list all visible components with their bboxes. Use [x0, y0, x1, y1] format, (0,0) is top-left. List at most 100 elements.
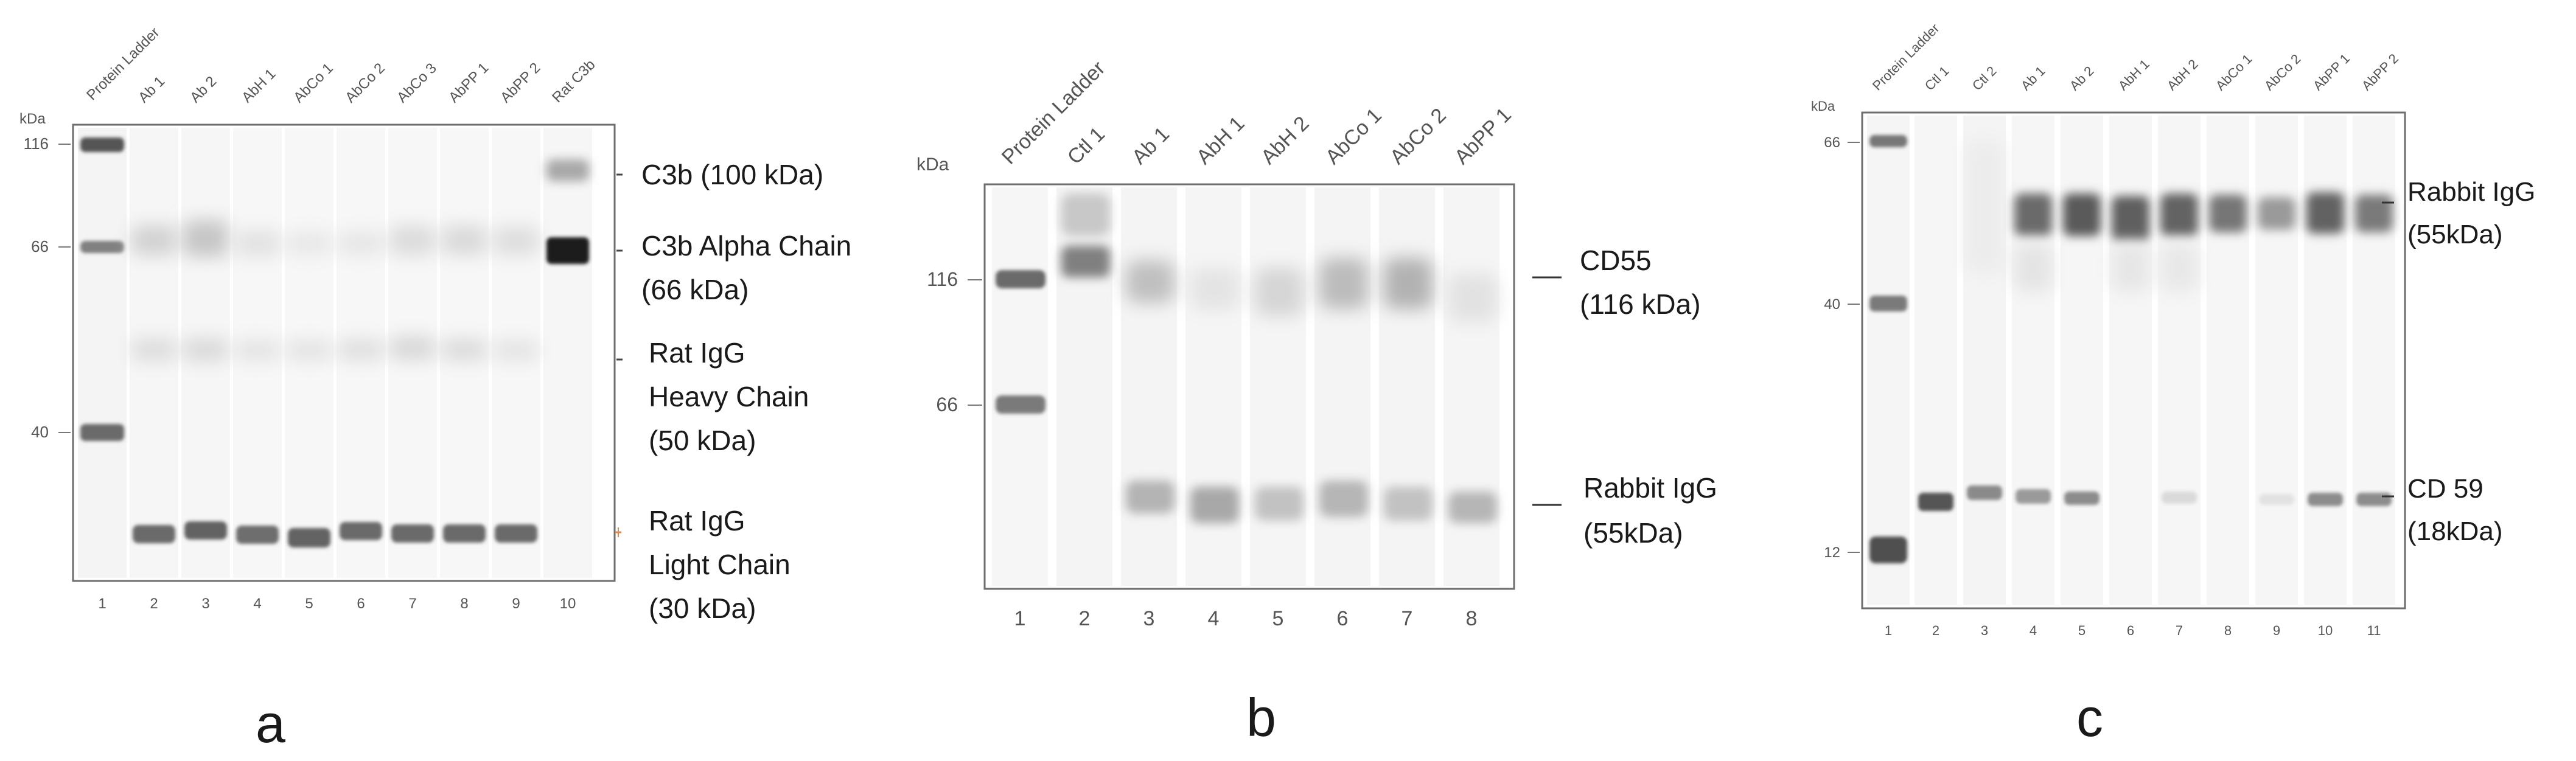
panel-b-annotations: CD55 (116 kDa) Rabbit IgG (55kDa) — [1532, 245, 1717, 549]
band — [495, 524, 537, 543]
panel-c-label: c — [2076, 687, 2103, 748]
lane-number: 3 — [201, 596, 209, 612]
panel-a-markers: 116 66 40 — [24, 134, 71, 441]
panel-b-bands — [996, 193, 1497, 523]
lane-number: 1 — [98, 596, 106, 612]
lane-number: 6 — [357, 596, 365, 612]
lane-name: AbH 1 — [2115, 57, 2152, 94]
lane-name: Ab 2 — [187, 73, 220, 106]
annotation-cd55: CD55 — [1580, 245, 1652, 276]
lane-number: 2 — [150, 596, 158, 612]
lane-number: 7 — [408, 596, 416, 612]
band — [443, 524, 486, 543]
band — [1255, 487, 1304, 521]
band — [1869, 135, 1907, 147]
panel-c-bands — [1869, 135, 2393, 563]
panel-c-annotations: Rabbit IgG (55kDa) CD 59 (18kDa) — [2382, 177, 2535, 546]
annotation-heavy-chain: Rat IgG — [649, 337, 745, 369]
lane-name: Ctl 2 — [1969, 63, 2000, 94]
lane-number: 8 — [2224, 623, 2232, 638]
panel-b-markers: 116 66 — [927, 268, 982, 415]
marker-label: 66 — [31, 237, 49, 255]
band — [80, 424, 124, 441]
panel-a-lane-numbers: 1 2 3 4 5 6 7 8 9 10 — [98, 596, 576, 612]
annotation-rabbit-igg-kda: (55kDa) — [2407, 220, 2503, 249]
annotation-light-chain-2: Light Chain — [649, 549, 791, 580]
panel-c-lane-names: Protein Ladder Ctl 1 Ctl 2 Ab 1 Ab 2 AbH… — [1869, 21, 2401, 94]
band — [184, 521, 227, 540]
panel-b: kDa 116 66 Protein Ladder Ctl 1 Ab 1 AbH… — [916, 57, 1717, 748]
lane-number: 4 — [2030, 623, 2037, 638]
panel-a-kda-label: kDa — [19, 111, 46, 127]
lane-number: 11 — [2367, 623, 2381, 638]
marker-label: 40 — [31, 423, 49, 441]
band — [1190, 487, 1239, 523]
lane-number: 3 — [1143, 607, 1155, 630]
lane-name: AbH 1 — [239, 66, 279, 106]
lane-name: AbPP 2 — [2359, 50, 2401, 93]
panel-c-kda-label: kDa — [1811, 99, 1835, 114]
lane-number: 2 — [1932, 623, 1939, 638]
lane-number: 5 — [1272, 607, 1284, 630]
band — [546, 159, 589, 181]
panel-c-markers: 66 40 12 — [1824, 134, 1860, 561]
panel-b-kda-label: kDa — [916, 155, 949, 175]
marker-label: 12 — [1824, 544, 1840, 561]
annotation-heavy-chain-kda: (50 kDa) — [649, 425, 756, 456]
lane-name: AbPP 1 — [445, 60, 492, 106]
marker-label: 66 — [1824, 134, 1840, 151]
band — [133, 525, 175, 543]
lane-name: AbCo 2 — [2261, 51, 2304, 94]
marker-label: 116 — [24, 134, 49, 153]
lane-number: 8 — [1466, 607, 1478, 630]
band — [1967, 485, 2002, 500]
lane-name: AbH 2 — [1257, 112, 1314, 169]
band — [2259, 494, 2294, 505]
band — [2356, 493, 2392, 506]
lane-number: 2 — [1079, 607, 1091, 630]
annotation-rabbit-igg-kda: (55kDa) — [1583, 517, 1683, 549]
band — [2063, 193, 2101, 236]
lane-number: 6 — [2127, 623, 2134, 638]
band — [2162, 492, 2197, 504]
panel-b-lane-numbers: 1 2 3 4 5 6 7 8 — [1014, 607, 1478, 630]
band — [2306, 192, 2344, 234]
band — [1869, 296, 1907, 311]
lane-name: AbH 2 — [2164, 57, 2201, 94]
lane-name: Ab 1 — [2018, 63, 2048, 94]
lane-number: 6 — [1337, 607, 1349, 630]
annotation-cd59-kda: (18kDa) — [2407, 516, 2503, 546]
band — [1061, 246, 1110, 277]
annotation-rabbit-igg: Rabbit IgG — [2407, 177, 2535, 207]
band — [1126, 481, 1175, 513]
lane-number: 8 — [460, 596, 468, 612]
panel-a-lane-names: Protein Ladder Ab 1 Ab 2 AbH 1 AbCo 1 Ab… — [83, 24, 598, 106]
annotation-light-chain-kda: (30 kDa) — [649, 592, 756, 624]
lane-number: 9 — [512, 596, 520, 612]
lane-name: Rat C3b — [549, 57, 598, 106]
band — [288, 528, 330, 547]
annotation-cd59: CD 59 — [2407, 474, 2484, 504]
lane-name: AbH 1 — [1192, 112, 1249, 169]
band — [996, 395, 1045, 414]
band — [1869, 537, 1907, 563]
lane-number: 10 — [2318, 623, 2333, 638]
band — [1918, 493, 1953, 511]
band — [2160, 193, 2198, 236]
panel-a: kDa 116 66 40 Protein Ladder Ab 1 Ab 2 A… — [19, 24, 851, 754]
lane-number: 10 — [560, 596, 576, 612]
band — [2014, 193, 2052, 236]
lane-name: AbPP 1 — [2310, 50, 2353, 93]
lane-name: Ab 1 — [135, 73, 168, 106]
band — [1448, 492, 1497, 523]
annotation-c3b-alpha-kda: (66 kDa) — [641, 274, 749, 305]
lane-number: 1 — [1885, 623, 1892, 638]
lane-name: AbCo 1 — [2213, 51, 2255, 94]
lane-number: 1 — [1014, 607, 1026, 630]
band — [1319, 481, 1368, 517]
lane-number: 4 — [253, 596, 261, 612]
annotation-c3b-alpha: C3b Alpha Chain — [641, 230, 851, 262]
lane-name: AbPP 2 — [497, 60, 543, 106]
panel-b-lane-names: Protein Ladder Ctl 1 Ab 1 AbH 1 AbH 2 Ab… — [997, 57, 1516, 169]
band — [2258, 197, 2295, 230]
